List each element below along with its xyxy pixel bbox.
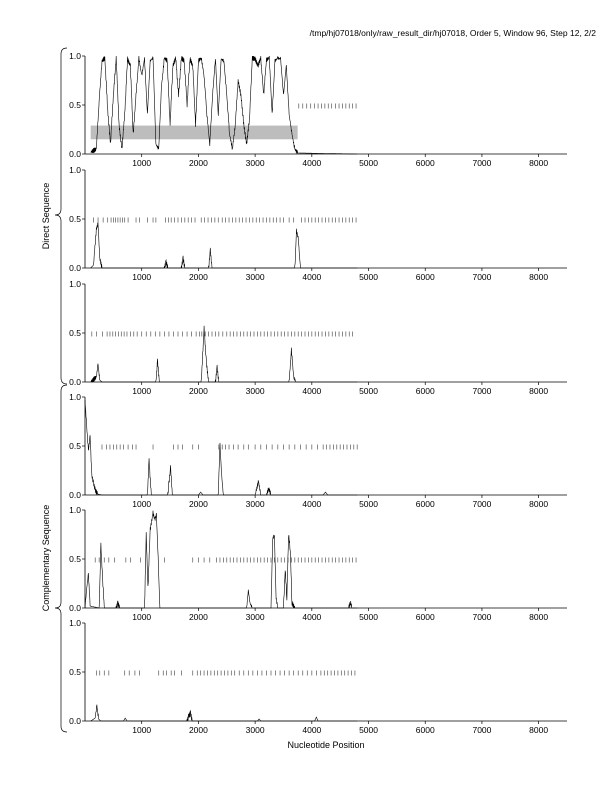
figure-header: /tmp/hj07018/only/raw_result_dir/hj07018… bbox=[310, 28, 597, 38]
x-tick-label: 6000 bbox=[416, 272, 435, 282]
x-tick-label: 1000 bbox=[132, 386, 151, 396]
group-brace-complementary: Complementary Sequence bbox=[41, 384, 68, 733]
x-tick-label: 2000 bbox=[189, 158, 208, 168]
x-tick-label: 8000 bbox=[529, 725, 548, 735]
x-tick-label: 3000 bbox=[246, 499, 265, 509]
shaded-region bbox=[90, 125, 298, 140]
x-tick-label: 2000 bbox=[189, 272, 208, 282]
y-tick-label: 1.0 bbox=[69, 165, 81, 175]
x-tick-label: 7000 bbox=[472, 499, 491, 509]
x-tick-label: 5000 bbox=[359, 499, 378, 509]
x-tick-label: 6000 bbox=[416, 499, 435, 509]
x-tick-label: 5000 bbox=[359, 612, 378, 622]
x-tick-label: 6000 bbox=[416, 386, 435, 396]
panel-5: 0.0 0.5 1.0 1000 2000 3000 4000 5000 6000 7000 800… bbox=[69, 505, 567, 622]
x-tick-label: 7000 bbox=[472, 725, 491, 735]
x-tick-label: 4000 bbox=[302, 612, 321, 622]
y-tick-label: 0.5 bbox=[69, 441, 81, 451]
y-tick-label: 0.0 bbox=[69, 149, 81, 159]
x-tick-label: 5000 bbox=[359, 386, 378, 396]
panel-4: 0.0 0.5 1.0 1000 2000 3000 4000 5000 6000 7000 800… bbox=[69, 392, 567, 509]
panel-6: 0.0 0.5 1.0 1000 2000 3000 4000 5000 6000 7000 800… bbox=[69, 618, 567, 735]
x-tick-label: 1000 bbox=[132, 612, 151, 622]
panel-3: 0.0 0.5 1.0 1000 2000 3000 4000 5000 6000 7000 800… bbox=[69, 279, 567, 396]
y-tick-label: 0.5 bbox=[69, 667, 81, 677]
x-tick-label: 5000 bbox=[359, 158, 378, 168]
y-tick-label: 0.0 bbox=[69, 490, 81, 500]
y-tick-label: 0.5 bbox=[69, 214, 81, 224]
x-tick-label: 3000 bbox=[246, 612, 265, 622]
x-tick-label: 3000 bbox=[246, 272, 265, 282]
x-tick-label: 7000 bbox=[472, 612, 491, 622]
y-tick-label: 0.0 bbox=[69, 716, 81, 726]
x-tick-label: 8000 bbox=[529, 272, 548, 282]
x-tick-label: 8000 bbox=[529, 158, 548, 168]
y-tick-label: 1.0 bbox=[69, 618, 81, 628]
x-tick-label: 2000 bbox=[189, 386, 208, 396]
x-tick-label: 2000 bbox=[189, 499, 208, 509]
x-tick-label: 5000 bbox=[359, 725, 378, 735]
x-tick-label: 1000 bbox=[132, 158, 151, 168]
x-tick-label: 6000 bbox=[416, 725, 435, 735]
x-tick-label: 8000 bbox=[529, 612, 548, 622]
x-tick-label: 6000 bbox=[416, 612, 435, 622]
x-tick-label: 7000 bbox=[472, 272, 491, 282]
x-tick-label: 7000 bbox=[472, 158, 491, 168]
x-axis-label: Nucleotide Position bbox=[287, 740, 364, 750]
panel-2: 0.0 0.5 1.0 1000 2000 3000 4000 5000 6000 7000 800… bbox=[69, 165, 567, 282]
x-tick-label: 2000 bbox=[189, 725, 208, 735]
x-tick-label: 3000 bbox=[246, 158, 265, 168]
group-label-complementary: Complementary Sequence bbox=[41, 505, 51, 612]
y-tick-label: 1.0 bbox=[69, 51, 81, 61]
series-line bbox=[90, 222, 358, 269]
x-tick-label: 4000 bbox=[302, 386, 321, 396]
x-tick-label: 3000 bbox=[246, 386, 265, 396]
x-tick-label: 4000 bbox=[302, 272, 321, 282]
x-tick-label: 2000 bbox=[189, 612, 208, 622]
x-tick-label: 1000 bbox=[132, 499, 151, 509]
y-tick-label: 1.0 bbox=[69, 279, 81, 289]
y-tick-label: 0.0 bbox=[69, 263, 81, 273]
series-line bbox=[84, 399, 358, 496]
panels: 0.0 0.5 1.0 1000 2000 3000 4000 5000 6000 7000 800… bbox=[69, 51, 567, 735]
y-tick-label: 0.5 bbox=[69, 100, 81, 110]
y-tick-label: 0.0 bbox=[69, 377, 81, 387]
panel-1: 0.0 0.5 1.0 1000 2000 3000 4000 5000 6000 7000 800… bbox=[69, 51, 567, 168]
y-tick-label: 0.0 bbox=[69, 603, 81, 613]
y-tick-label: 0.5 bbox=[69, 328, 81, 338]
x-tick-label: 4000 bbox=[302, 499, 321, 509]
x-tick-label: 6000 bbox=[416, 158, 435, 168]
x-tick-label: 5000 bbox=[359, 272, 378, 282]
series-line bbox=[90, 704, 358, 722]
x-tick-label: 8000 bbox=[529, 386, 548, 396]
x-tick-label: 7000 bbox=[472, 386, 491, 396]
y-tick-label: 1.0 bbox=[69, 392, 81, 402]
x-tick-label: 4000 bbox=[302, 725, 321, 735]
series-line bbox=[90, 55, 358, 155]
x-tick-label: 1000 bbox=[132, 725, 151, 735]
y-tick-label: 1.0 bbox=[69, 505, 81, 515]
x-tick-label: 1000 bbox=[132, 272, 151, 282]
x-tick-label: 4000 bbox=[302, 158, 321, 168]
x-tick-label: 3000 bbox=[246, 725, 265, 735]
group-brace-direct: Direct Sequence bbox=[41, 47, 68, 385]
y-tick-label: 0.5 bbox=[69, 554, 81, 564]
group-label-direct: Direct Sequence bbox=[41, 183, 51, 250]
x-tick-label: 8000 bbox=[529, 499, 548, 509]
